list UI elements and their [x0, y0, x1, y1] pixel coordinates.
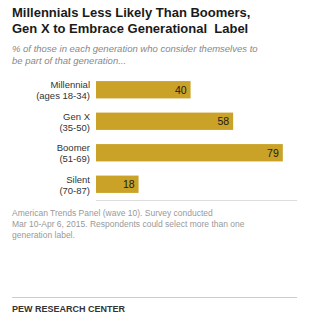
data-label: 40	[175, 84, 187, 96]
title: Millennials Less Likely Than Boomers,Gen…	[12, 5, 250, 36]
axis-line	[96, 200, 297, 201]
data-label: 58	[217, 115, 229, 127]
data-label: 18	[123, 178, 135, 190]
source: PEW RESEARCH CENTER	[12, 304, 126, 314]
bar	[96, 113, 233, 130]
separator	[12, 297, 297, 298]
category-label: Millennial(ages 18-34)	[36, 79, 90, 101]
bar	[96, 81, 191, 98]
labels: 40 58 79 18 Millennial(ages 18-34) Gen X(35-5…	[36, 79, 279, 196]
subtitle: % of those in each generation who consid…	[12, 43, 258, 66]
category-label: Boomer(51-69)	[57, 142, 90, 164]
bar	[96, 144, 283, 161]
data-label: 79	[267, 147, 279, 159]
footnote: American Trends Panel (wave 10). Survey …	[12, 208, 245, 240]
chart: Millennials Less Likely Than Boomers,Gen…	[0, 0, 309, 322]
category-label: Gen X(35-50)	[59, 110, 90, 132]
category-label: Silent(70-87)	[59, 173, 90, 195]
bar	[96, 176, 139, 193]
bars	[96, 81, 283, 193]
